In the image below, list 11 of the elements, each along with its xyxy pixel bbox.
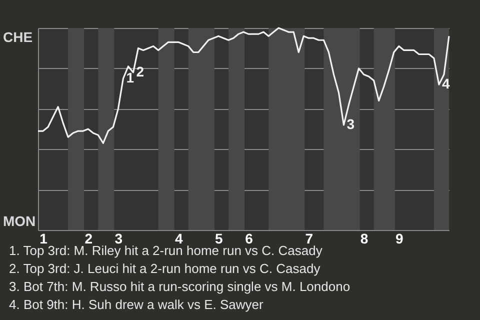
annotation: 4 <box>442 76 450 92</box>
text: 4. Bot 9th: H. Suh drew a walk vs E. Sawyer <box>9 296 264 314</box>
text: MON <box>3 213 36 229</box>
x-tick-label: 8 <box>360 230 368 246</box>
text: 3. Bot 7th: M. Russo hit a run-scoring single vs M. Londono <box>9 278 350 296</box>
annotation: 3 <box>346 116 355 132</box>
annotation: 2 <box>136 63 144 80</box>
x-tick-label: 9 <box>395 230 404 246</box>
annotation: 1 <box>126 70 134 86</box>
text: 2. Top 3rd: J. Leuci hit a 2-run home run vs C. Casady <box>9 260 322 278</box>
text: CHE <box>3 29 33 45</box>
